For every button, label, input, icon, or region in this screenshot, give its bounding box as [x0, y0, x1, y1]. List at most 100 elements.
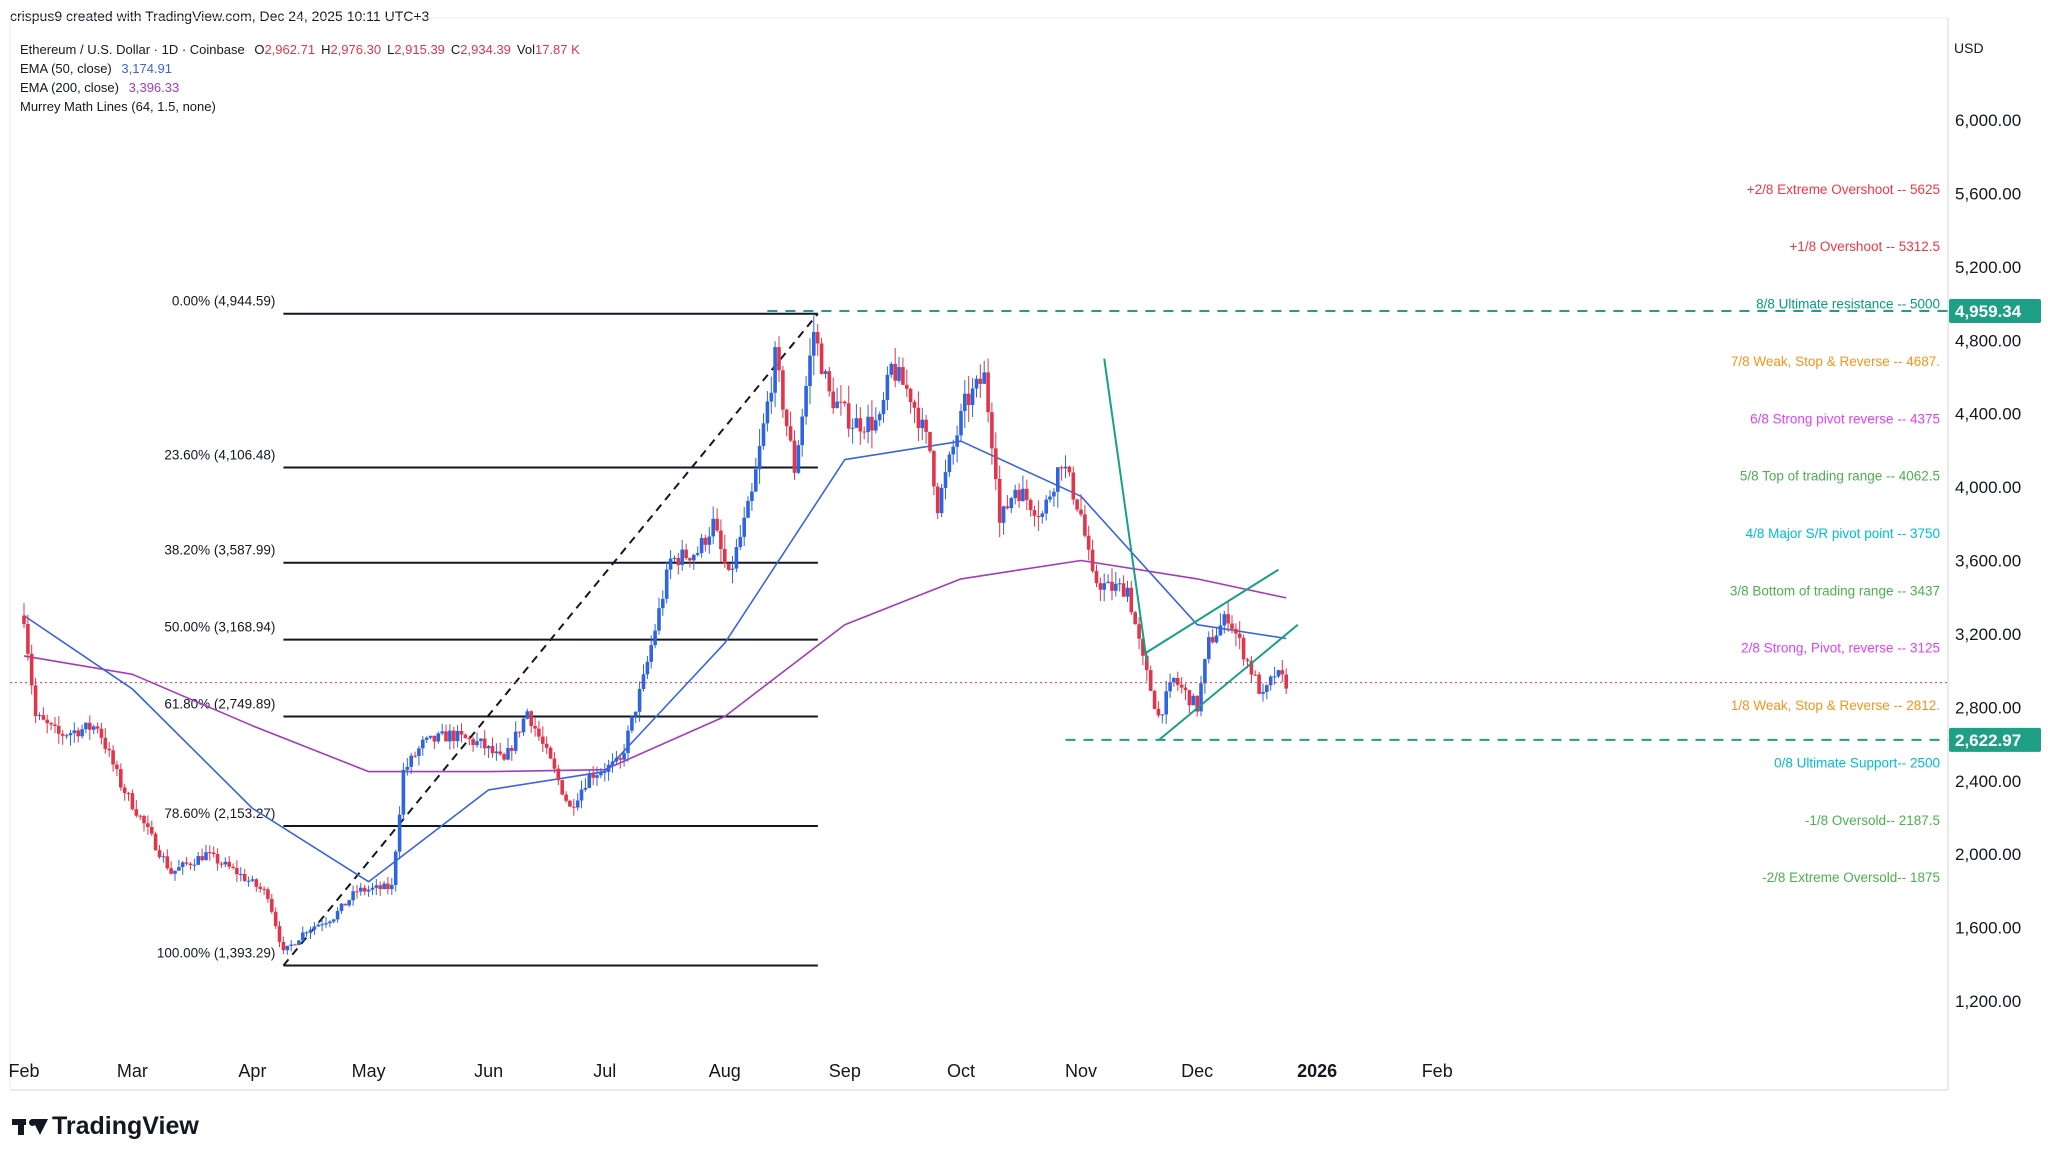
candle-body [448, 730, 452, 742]
candle-body [1079, 509, 1083, 515]
candle-body [99, 728, 104, 738]
candle-body [997, 479, 1002, 523]
y-tick-label: 5,600.00 [1955, 184, 2021, 203]
ema50-row[interactable]: EMA (50, close) 3,174.91 [20, 59, 580, 78]
candle-body [966, 393, 971, 405]
tradingview-brand: TradingView [12, 1112, 199, 1141]
candle-body [138, 815, 142, 817]
candle-body [986, 372, 990, 413]
symbol-title[interactable]: Ethereum / U.S. Dollar · 1D · Coinbase [20, 42, 245, 57]
murrey-line-label: -2/8 Extreme Oversold-- 1875 [1762, 870, 1940, 885]
candle-body [452, 730, 456, 741]
candle-body [734, 547, 739, 569]
candle-body [649, 645, 653, 662]
candle-body [959, 411, 963, 436]
ema200-row[interactable]: EMA (200, close) 3,396.33 [20, 78, 580, 97]
candle-body [901, 367, 905, 385]
candle-body [324, 923, 328, 925]
ohlc-key-c: C [450, 42, 461, 57]
ohlc-value-l: 2,915.39 [394, 42, 445, 57]
x-tick-label: Dec [1181, 1061, 1213, 1081]
candle-body [695, 553, 700, 555]
candle-body [76, 730, 80, 737]
candle-body [1121, 583, 1126, 597]
candle-body [788, 426, 793, 441]
candle-body [935, 486, 940, 514]
candle-body [1268, 676, 1273, 686]
candle-body [107, 748, 111, 751]
candle-body [599, 772, 603, 776]
candle-body [231, 866, 235, 868]
candle-body [684, 549, 688, 559]
candle-body [943, 472, 948, 488]
y-tick-label: 3,600.00 [1955, 552, 2021, 571]
candle-body [1253, 674, 1257, 676]
fib-level-label: 78.60% (2,153.27) [164, 806, 275, 821]
candle-body [157, 850, 162, 857]
candle-body [366, 889, 371, 892]
candle-body [606, 764, 611, 772]
ohlc-value-o: 2,962.71 [264, 42, 316, 57]
candle-body [1133, 612, 1137, 625]
candle-body [285, 945, 290, 951]
candle-body [920, 419, 925, 429]
candle-body [692, 555, 696, 561]
candle-body [916, 407, 921, 429]
candle-body [583, 787, 588, 790]
candle-body [405, 766, 410, 770]
candle-body [1168, 682, 1172, 692]
candle-body [862, 431, 866, 433]
candle-body [60, 733, 65, 736]
fib-trend-line [282, 313, 819, 967]
candle-body [289, 944, 293, 946]
candle-body [184, 862, 189, 864]
candle-body [800, 416, 804, 446]
y-tick-label: 4,400.00 [1955, 405, 2021, 424]
candle-body [320, 924, 324, 926]
candle-body [401, 769, 406, 815]
ohlc-value-vol: 17.87 K [534, 42, 580, 57]
candle-body [153, 833, 158, 851]
candle-body [1067, 466, 1072, 473]
candle-body [761, 423, 766, 446]
candle-body [211, 852, 216, 855]
candle-body [250, 879, 255, 881]
candle-body [765, 401, 770, 424]
currency-label[interactable]: USD [1954, 40, 1984, 56]
candle-body [1249, 660, 1254, 675]
fib-level-label: 38.20% (3,587.99) [164, 543, 275, 558]
candle-body [1148, 670, 1153, 691]
candle-body [672, 557, 677, 559]
candle-body [990, 412, 994, 449]
candle-body [1137, 624, 1141, 639]
x-tick-label: Jul [593, 1061, 616, 1081]
candle-body [548, 747, 553, 759]
candle-body [517, 731, 522, 733]
y-tick-label: 1,200.00 [1955, 992, 2021, 1011]
candle-body [1052, 491, 1056, 497]
candle-body [494, 751, 499, 754]
candle-body [68, 733, 73, 736]
candle-body [537, 728, 541, 737]
x-tick-label: Aug [709, 1061, 741, 1081]
candle-body [498, 751, 502, 755]
candle-body [417, 748, 421, 756]
candle-body [572, 806, 576, 808]
x-tick-label: 2026 [1297, 1061, 1337, 1081]
ema50-line [23, 440, 1287, 883]
ohlc-key-l: L [387, 42, 395, 57]
candle-body [777, 347, 781, 371]
candle-body [393, 851, 398, 885]
murrey-row[interactable]: Murrey Math Lines (64, 1.5, none) [20, 97, 580, 116]
y-tick-label: 3,200.00 [1955, 625, 2021, 644]
candle-body [84, 722, 88, 730]
candle-body [1025, 488, 1029, 500]
candle-body [730, 568, 735, 570]
candle-body [1160, 714, 1165, 716]
ohlc-value-h: 2,976.30 [330, 42, 382, 57]
candle-body [246, 880, 251, 882]
candle-body [603, 771, 607, 773]
candle-body [889, 363, 894, 375]
candle-body [974, 378, 979, 389]
